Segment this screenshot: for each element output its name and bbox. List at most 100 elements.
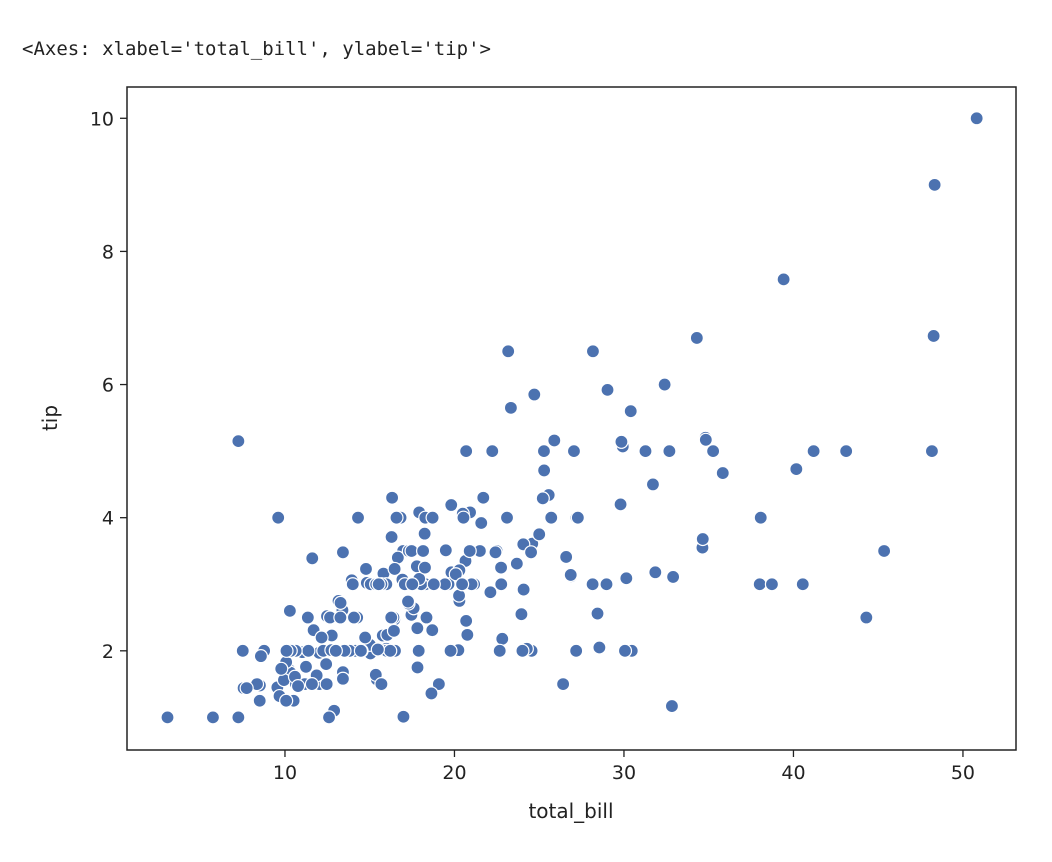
data-point (556, 676, 571, 692)
data-point (410, 621, 425, 636)
data-point (753, 510, 768, 525)
data-point (416, 543, 431, 559)
data-point (547, 433, 562, 448)
data-point (425, 510, 440, 525)
data-point (438, 543, 453, 558)
y-tick-label: 10 (90, 108, 114, 130)
data-point (662, 444, 677, 459)
data-point (252, 693, 267, 708)
data-point (532, 527, 547, 542)
data-point (495, 631, 510, 646)
y-axis-label: tip (38, 405, 62, 431)
data-point (476, 490, 491, 505)
x-tick-label: 50 (951, 762, 975, 784)
data-point (444, 497, 459, 513)
y-tick-label: 2 (102, 641, 114, 663)
data-point (600, 382, 615, 397)
data-point (300, 610, 315, 625)
data-point (417, 526, 432, 541)
data-point (776, 272, 791, 287)
data-point (371, 577, 386, 592)
data-point (752, 577, 767, 592)
data-point (424, 686, 439, 701)
data-point (239, 680, 254, 696)
data-point (592, 640, 607, 655)
data-point (569, 643, 584, 658)
data-point (501, 344, 516, 359)
data-point (585, 577, 600, 592)
data-point (666, 569, 681, 585)
data-point (488, 545, 503, 560)
data-point (231, 710, 246, 725)
data-point (623, 404, 638, 419)
x-tick-label: 30 (612, 762, 636, 784)
data-point (274, 661, 289, 676)
data-point (559, 549, 574, 565)
data-point (689, 330, 704, 346)
data-point (503, 400, 519, 415)
data-point (454, 577, 470, 592)
data-point (448, 567, 463, 582)
data-point (494, 577, 509, 592)
data-point (789, 461, 804, 477)
data-point (405, 577, 420, 592)
data-point (638, 444, 653, 459)
data-point (514, 607, 529, 622)
data-point (619, 571, 634, 586)
data-point (301, 643, 316, 658)
data-point (319, 657, 334, 672)
data-point (426, 577, 441, 592)
data-point (419, 610, 434, 625)
data-point (544, 510, 559, 525)
data-point (515, 643, 530, 658)
data-point (321, 710, 337, 725)
data-point (459, 444, 474, 459)
data-point (328, 643, 343, 658)
data-point (645, 477, 661, 492)
data-point (358, 630, 373, 645)
data-point (493, 560, 509, 575)
data-point (231, 434, 246, 449)
data-point (282, 603, 297, 618)
data-point (527, 387, 542, 402)
data-point (333, 595, 348, 610)
data-point (345, 577, 360, 592)
data-point (271, 510, 286, 525)
data-point (235, 643, 250, 658)
data-point (205, 710, 221, 725)
data-point (298, 659, 314, 674)
data-point (387, 561, 402, 577)
data-point (460, 627, 475, 642)
data-point (706, 444, 721, 459)
data-point (590, 606, 605, 621)
data-point (319, 676, 334, 692)
data-point (926, 328, 941, 344)
data-point (563, 567, 578, 583)
data-point (290, 678, 306, 694)
data-point (698, 432, 713, 447)
data-point (585, 344, 601, 359)
data-point (374, 676, 389, 692)
data-point (839, 444, 854, 459)
x-tick-label: 40 (781, 762, 805, 784)
x-tick-label: 20 (442, 762, 466, 784)
axes-repr-output: <Axes: xlabel='total_bill', ylabel='tip'… (22, 38, 491, 60)
data-point (389, 510, 404, 525)
data-point (924, 444, 940, 459)
data-point (499, 510, 515, 525)
data-point (483, 585, 498, 600)
data-point (411, 643, 426, 658)
data-point (459, 613, 474, 628)
data-point (358, 561, 374, 577)
data-point (509, 556, 524, 571)
data-point (570, 510, 585, 525)
data-point (456, 510, 471, 525)
data-point (335, 671, 351, 686)
data-point (333, 610, 348, 625)
data-point (485, 444, 500, 459)
y-tick-label: 4 (102, 508, 114, 530)
axes-frame (126, 86, 1017, 751)
data-point (536, 444, 552, 459)
y-tick-label: 6 (102, 375, 114, 397)
